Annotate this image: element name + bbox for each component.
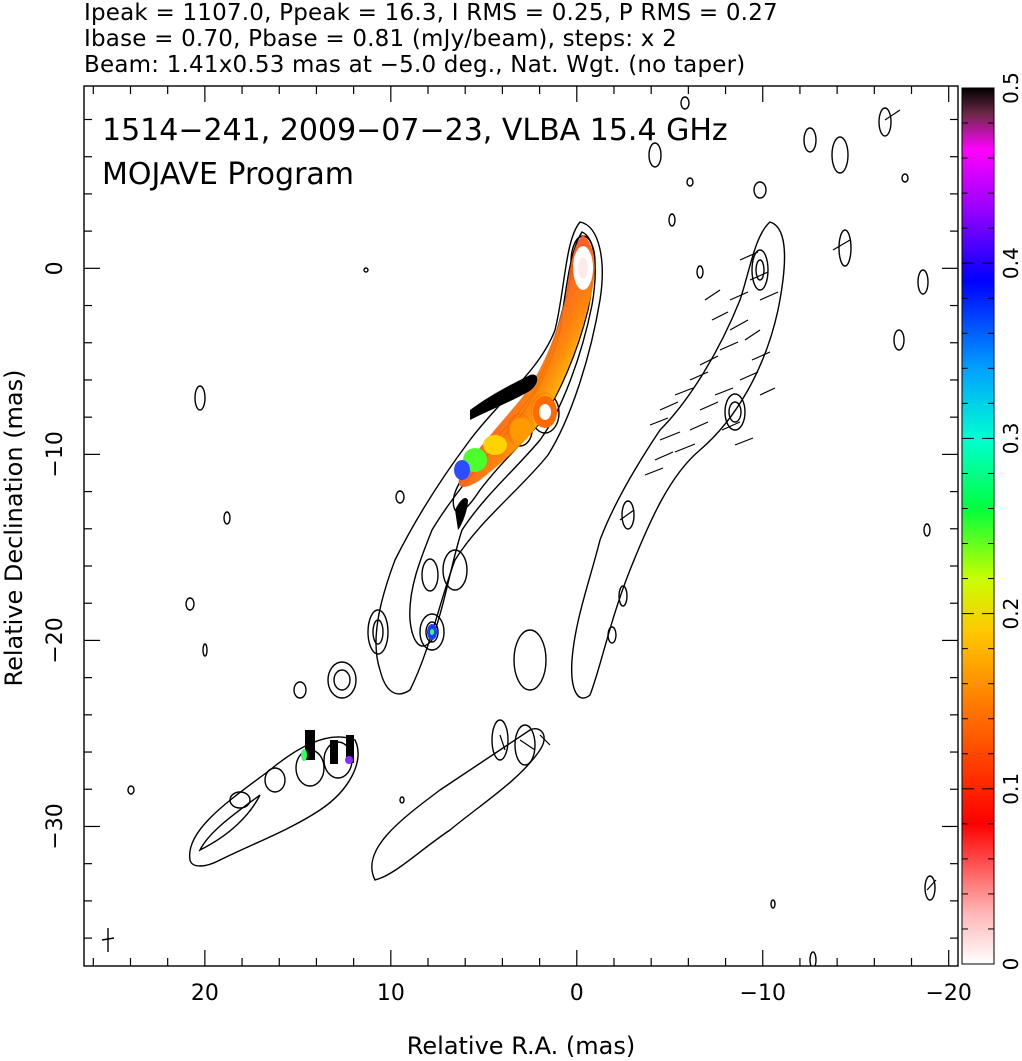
pol-outer-contour — [571, 221, 786, 699]
colorbar-tick-label: 0.5 — [999, 72, 1022, 104]
header-line-3: Beam: 1.41x0.53 mas at −5.0 deg., Nat. W… — [84, 52, 746, 78]
x-tick-label: 0 — [570, 981, 584, 1006]
colorbar-tick-label: 0.1 — [999, 773, 1022, 805]
pol-lower-contour — [371, 728, 545, 881]
colorbar — [961, 87, 995, 965]
colorbar-tick-label: 0 — [999, 958, 1022, 971]
outer-contour-lower — [189, 736, 359, 867]
axis-ticks — [84, 86, 958, 966]
colorbar-tick-label: 0.3 — [999, 422, 1022, 454]
x-tick-labels: 20 10 0 −10 −20 — [191, 981, 972, 1006]
beam-marker — [101, 928, 115, 952]
colorbar-tick-label: 0.2 — [999, 598, 1022, 630]
y-tick-labels: 0 −10 −20 −30 — [43, 261, 68, 849]
x-tick-label: −20 — [925, 981, 971, 1006]
polarization-contours — [371, 96, 936, 966]
intensity-contours — [127, 221, 603, 867]
x-tick-label: −10 — [740, 981, 786, 1006]
x-tick-label: 20 — [191, 981, 219, 1006]
colorbar-tick-label: 0.4 — [999, 247, 1022, 279]
y-tick-label: −10 — [43, 431, 68, 477]
y-tick-label: −30 — [43, 803, 68, 849]
y-tick-label: 0 — [43, 261, 68, 275]
y-axis-label: Relative Declination (mas) — [0, 369, 28, 686]
evpa-ticks — [499, 109, 937, 891]
header-line-1: Ipeak = 1107.0, Ppeak = 16.3, I RMS = 0.… — [84, 0, 778, 26]
y-tick-label: −20 — [43, 617, 68, 663]
colorbar-labels: 0 0.1 0.2 0.3 0.4 0.5 — [999, 72, 1022, 970]
x-axis-label: Relative R.A. (mas) — [407, 1032, 635, 1060]
chart-title: 1514−241, 2009−07−23, VLBA 15.4 GHz — [102, 113, 728, 148]
polarization-color-fill — [301, 235, 595, 764]
header-line-2: Ibase = 0.70, Pbase = 0.81 (mJy/beam), s… — [84, 26, 677, 52]
chart-subtitle: MOJAVE Program — [102, 157, 354, 192]
map-content — [101, 96, 937, 966]
plot-frame — [83, 85, 959, 967]
x-tick-label: 10 — [377, 981, 405, 1006]
colorbar-ticks — [962, 87, 994, 965]
